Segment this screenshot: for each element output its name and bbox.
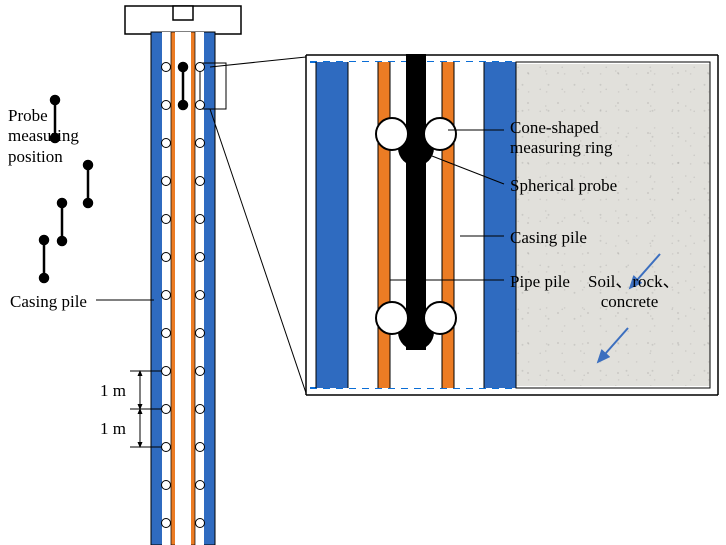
label-spherical-probe: Spherical probe — [510, 176, 617, 196]
detail-view — [306, 54, 718, 395]
label-pipe-pile: Pipe pile — [510, 272, 570, 292]
label-1m-upper: 1 m — [100, 381, 126, 401]
label-casing-pile-right: Casing pile — [510, 228, 587, 248]
label-1m-lower: 1 m — [100, 419, 126, 439]
label-casing-pile-left: Casing pile — [10, 292, 87, 312]
label-soil: Soil、rock、 concrete — [588, 272, 680, 313]
label-cone-ring: Cone-shaped measuring ring — [510, 118, 612, 159]
label-probe-measuring-position: Probe measuring position — [8, 106, 79, 167]
diagram-root: Probe measuring position Casing pile 1 m… — [0, 0, 726, 545]
